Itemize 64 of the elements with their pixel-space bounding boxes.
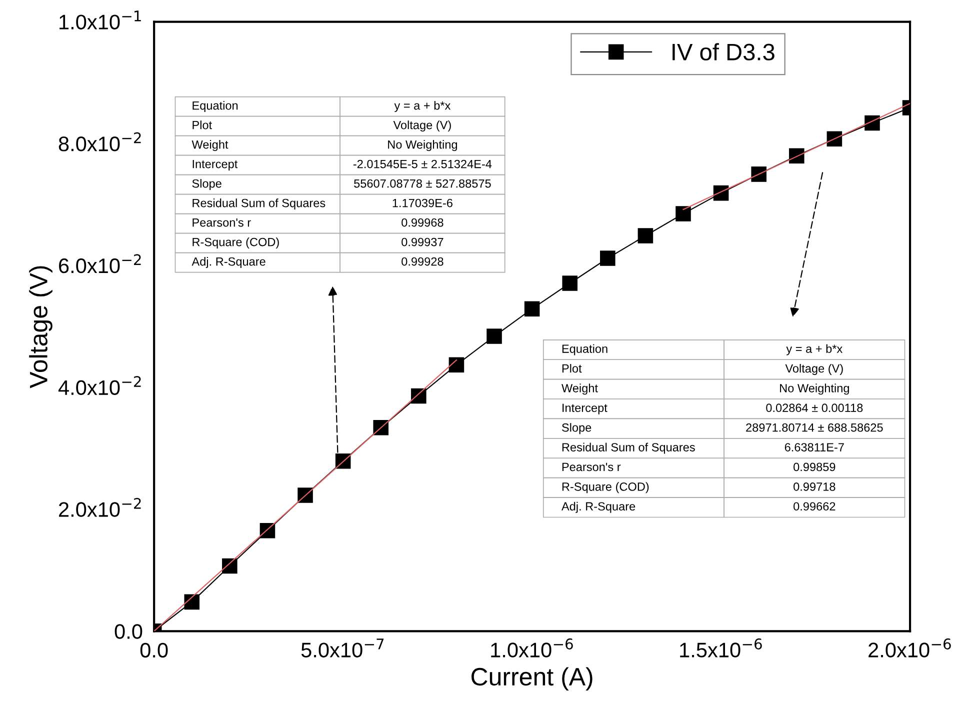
annotation: Adj. R-Square [561,502,636,513]
y-tick-label: 0.0 [114,624,142,639]
y-tick-label: 6.0x10$^{−2}$ [59,254,141,274]
x-tick-label: 1.0x10$^{−6}$ [491,638,573,658]
annotation: 0.99968 [402,218,444,227]
x-tick-label: 5.0x10$^{−7}$ [301,638,384,658]
annotation: 28971.80714 ± 688.58625 [746,423,883,432]
point [751,166,766,182]
annotation: 0.99859 [794,462,836,472]
point [448,357,464,373]
annotation: 0.99718 [794,482,836,491]
y-axis-title: Voltage (V) [29,266,52,388]
annotation: Voltage (V) [785,364,843,375]
annotation: Pearson's r [562,462,621,472]
point [600,250,616,266]
point [676,206,691,222]
annotation: Residual Sum of Squares [192,198,326,210]
annotation: 1.17039E-6 [392,198,452,208]
point [562,276,578,291]
annotation: Plot [562,364,582,373]
annotation: No Weighting [780,384,849,395]
annotation: 0.02864 ± 0.00118 [766,404,863,412]
annotation: Residual Sum of Squares [562,442,695,454]
annotation: 0.99928 [402,257,444,266]
annotation: Adj. R-Square [192,257,266,268]
point [411,388,426,404]
x-tick-label: 1.5x10$^{−6}$ [680,638,762,658]
annotation: Equation [192,101,238,112]
point [222,558,238,574]
annotation: Weight [562,384,598,395]
point [486,328,502,344]
x-tick-label: 0.0 [140,642,168,658]
x-axis-title: Current (A) [472,667,592,691]
annotation: 6.63811E-7 [784,443,844,452]
x-tick-label: 2.0x10$^{−6}$ [868,638,951,658]
annotation: Pearson's r [192,218,251,227]
annotation: Slope [192,179,222,190]
annotation: No Weighting [388,140,458,152]
annotation: R-Square (COD) [562,482,649,494]
point [789,148,804,164]
annotation: -2.01545E-5 ± 2.51324E-4 [353,160,492,168]
annotation: Weight [192,140,228,152]
y-tick-label: 2.0x10$^{−2}$ [59,498,141,517]
annotation: Slope [562,423,592,434]
annotation: R-Square (COD) [192,238,279,249]
point [638,228,654,244]
point [826,131,842,146]
point [184,594,200,610]
y-tick-label: 8.0x10$^{−2}$ [58,132,141,152]
annotation: Equation [562,344,608,356]
annotation: Voltage (V) [393,120,451,132]
legend-label: IV of D3.3 [672,43,774,60]
annotation: Intercept [562,404,608,414]
annotation: Intercept [192,160,238,171]
annotation: 55607.08778 ± 527.88575 [354,179,491,188]
annotation: y = a + b*x [786,344,842,356]
y-tick-label: 1.0x10$^{−1}$ [60,10,141,30]
annotation: 0.99662 [794,502,836,511]
y-tick-label: 4.0x10$^{−2}$ [58,376,141,396]
annotation: Plot [192,120,212,130]
annotation: 0.99937 [402,238,444,246]
point [524,301,540,316]
point [864,115,880,131]
annotation: y = a + b*x [394,101,451,112]
